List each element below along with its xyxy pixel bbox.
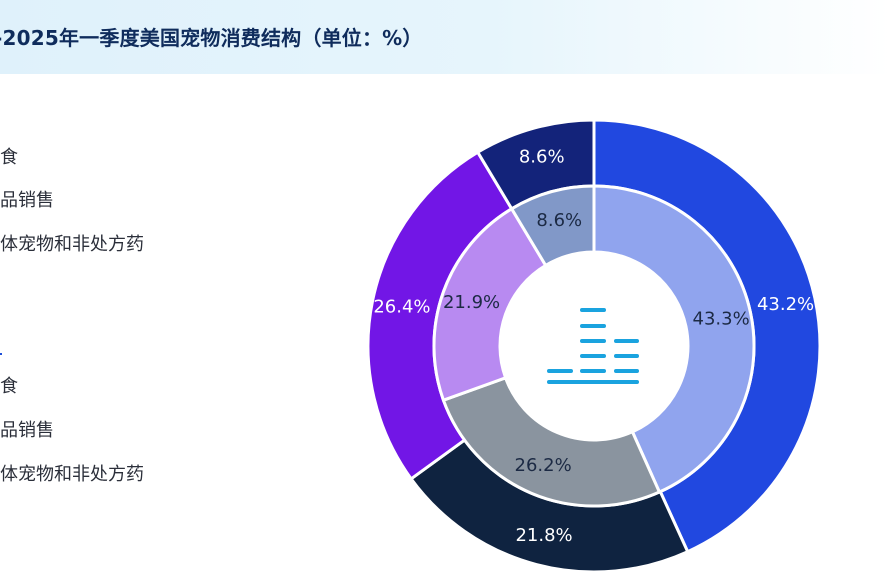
inner-slice bbox=[509, 184, 596, 268]
inner-slice-label: 8.6% bbox=[536, 210, 582, 231]
legend-item: 品销售 bbox=[0, 190, 54, 211]
inner-slice bbox=[592, 184, 756, 495]
outer-slice-label: 26.4% bbox=[373, 296, 430, 317]
inner-slice-label: 26.2% bbox=[515, 455, 572, 476]
inner-slice bbox=[441, 375, 662, 508]
inner-slice-label: 43.3% bbox=[693, 308, 750, 329]
bar-chart-icon bbox=[547, 308, 639, 384]
legend-item: 食 bbox=[0, 376, 18, 397]
legend-item: 体宠物和非处方药 bbox=[0, 234, 144, 255]
legend-item: 食 bbox=[0, 147, 18, 168]
outer-slice-label: 21.8% bbox=[515, 525, 572, 546]
legend-item: 体宠物和非处方药 bbox=[0, 464, 144, 485]
legend-item: 品销售 bbox=[0, 420, 54, 441]
header-banner: -2025年一季度美国宠物消费结构（单位：%） bbox=[0, 0, 891, 74]
legend-group-marker bbox=[0, 333, 2, 355]
inner-ring bbox=[432, 184, 756, 508]
outer-slice-label: 8.6% bbox=[519, 147, 565, 168]
inner-slice-label: 21.9% bbox=[443, 292, 500, 313]
chart-title: -2025年一季度美国宠物消费结构（单位：%） bbox=[0, 26, 423, 50]
outer-ring bbox=[366, 118, 822, 574]
outer-slice-label: 43.2% bbox=[757, 294, 814, 315]
slice-labels: 43.2% 21.8% 26.4% 8.6% 43.3% 26.2% 21.9% 8.6% bbox=[373, 147, 814, 546]
